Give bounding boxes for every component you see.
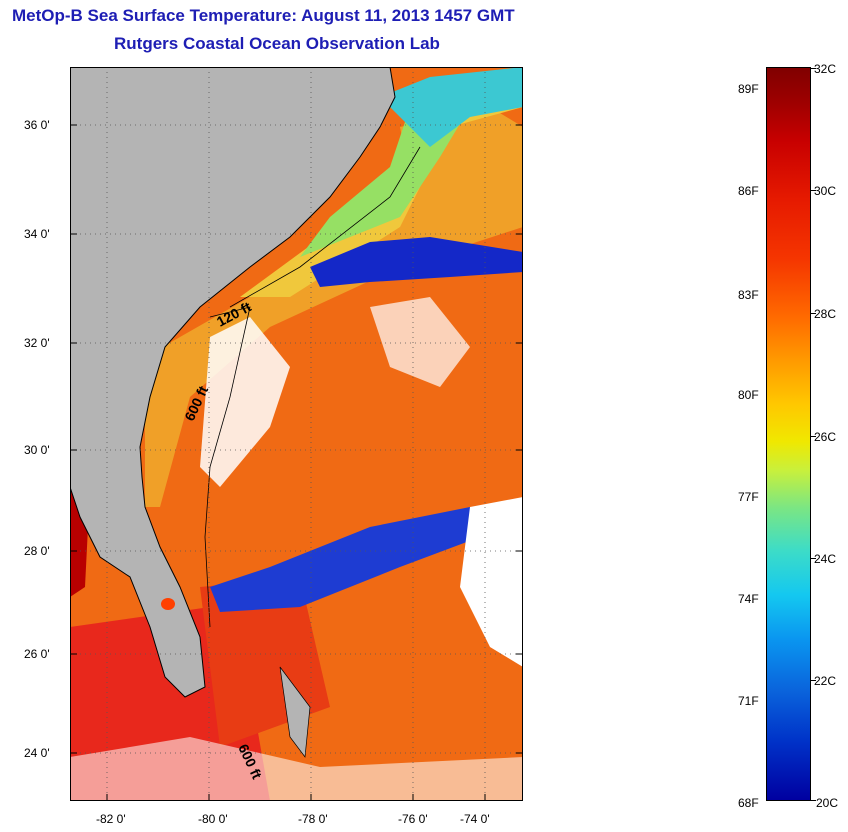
lon-label-80: -80 0' (198, 812, 228, 826)
map-frame (70, 67, 523, 801)
lat-label-34: 34 0' (24, 227, 50, 241)
colorbar-f-86: 86F (738, 184, 759, 198)
colorbar-c-20: 20C (816, 796, 839, 810)
colorbar-tick (811, 558, 816, 559)
colorbar-f-68: 68F (738, 796, 759, 810)
land-bahamas (279, 666, 311, 758)
lat-label-28: 28 0' (24, 544, 50, 558)
temperature-colorbar (766, 67, 811, 801)
colorbar-tick (811, 190, 816, 191)
colorbar-c-24: 24C (814, 552, 837, 566)
colorbar-f-83: 83F (738, 288, 759, 302)
colorbar-c-26: 26C (814, 430, 837, 444)
colorbar-tick (811, 800, 816, 801)
cloud-patch-2 (370, 297, 470, 387)
map-title: MetOp-B Sea Surface Temperature: August … (12, 6, 515, 25)
colorbar-tick (811, 680, 816, 681)
colorbar-c-22: 22C (814, 674, 837, 688)
colorbar-c-28: 28C (814, 307, 837, 321)
colorbar-tick (811, 436, 816, 437)
colorbar-c-30: 30C (814, 184, 837, 198)
cloud-patch (200, 317, 290, 487)
colorbar-c-32: 32C (814, 62, 837, 76)
cold-streak-south (210, 507, 480, 612)
land-southeast-us (70, 67, 396, 698)
colorbar-tick (811, 68, 816, 69)
shelf-water (145, 107, 523, 507)
colorbar-f-80: 80F (738, 388, 759, 402)
lat-label-24: 24 0' (24, 746, 50, 760)
colorbar-f-89: 89F (738, 82, 759, 96)
lon-label-76: -76 0' (398, 812, 428, 826)
lat-label-36: 36 0' (24, 118, 50, 132)
colorbar-tick (811, 313, 816, 314)
map-ticks (70, 124, 523, 801)
lake-okeechobee (161, 598, 175, 610)
contour-120ft (229, 146, 421, 308)
colorbar-f-77: 77F (738, 490, 759, 504)
contour-600ft (204, 306, 251, 628)
graticule (70, 67, 523, 801)
no-data-east (460, 497, 523, 667)
lat-label-26: 26 0' (24, 647, 50, 661)
cold-streak-north (310, 237, 523, 287)
map-subtitle: Rutgers Coastal Ocean Observation Lab (114, 34, 440, 53)
cold-northern-water (380, 67, 523, 147)
lat-label-32: 32 0' (24, 336, 50, 350)
lon-label-78: -78 0' (298, 812, 328, 826)
lon-label-82: -82 0' (96, 812, 126, 826)
colorbar-f-74: 74F (738, 592, 759, 606)
sst-map: 120 ft 600 ft 600 ft (70, 67, 523, 801)
colorbar-f-71: 71F (738, 694, 759, 708)
lat-label-30: 30 0' (24, 443, 50, 457)
cloud-patch-south (70, 737, 523, 801)
lon-label-74: -74 0' (460, 812, 490, 826)
